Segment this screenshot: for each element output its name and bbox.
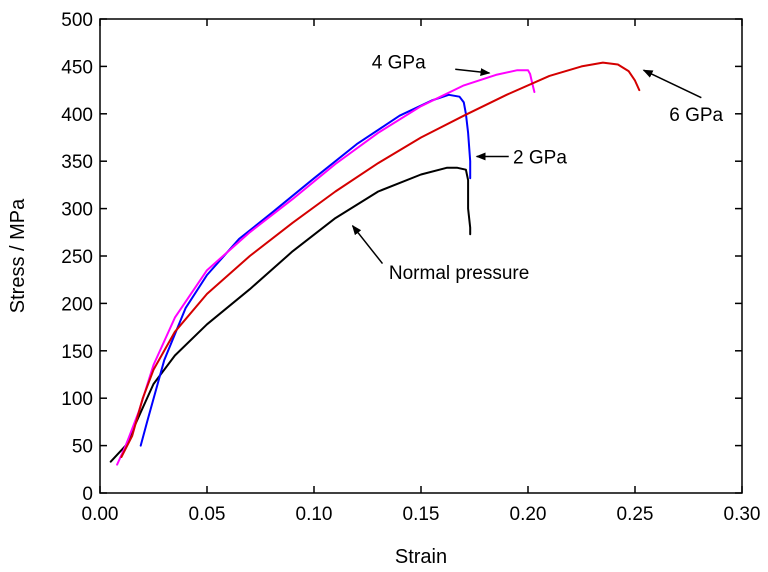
- y-tick-label: 250: [61, 247, 93, 268]
- y-tick-label: 0: [82, 484, 93, 505]
- annotation-label: Normal pressure: [389, 263, 529, 284]
- x-tick-label: 0.00: [82, 504, 119, 525]
- y-tick-label: 400: [61, 105, 93, 126]
- y-tick-label: 200: [61, 294, 93, 315]
- y-tick-label: 500: [61, 10, 93, 31]
- y-tick-label: 50: [72, 437, 93, 458]
- annotation-label: 6 GPa: [669, 105, 723, 126]
- x-tick-label: 0.05: [189, 504, 226, 525]
- x-tick-label: 0.10: [296, 504, 333, 525]
- x-tick-label: 0.30: [724, 504, 761, 525]
- y-tick-label: 300: [61, 200, 93, 221]
- series-line-3: [116, 69, 536, 466]
- y-tick-label: 450: [61, 57, 93, 78]
- series-layer: [109, 61, 641, 466]
- series-line-1: [109, 166, 472, 463]
- x-tick-label: 0.25: [617, 504, 654, 525]
- x-tick-label: 0.15: [403, 504, 440, 525]
- x-axis-title: Strain: [395, 546, 447, 568]
- y-tick-label: 150: [61, 342, 93, 363]
- annotation-arrow: [455, 68, 491, 77]
- series-line-2: [139, 93, 472, 447]
- annotation-label: 4 GPa: [372, 53, 426, 74]
- series-line-4: [120, 61, 641, 458]
- y-tick-label: 100: [61, 389, 93, 410]
- x-tick-label: 0.20: [510, 504, 547, 525]
- plot-frame: [99, 18, 743, 494]
- ticks-layer: 0.00 0.05 0.10 0.15 0.20 0.25 0.30 0 50 100 150 200…: [61, 10, 760, 525]
- y-tick-label: 350: [61, 152, 93, 173]
- annotation-arrow: [642, 69, 702, 99]
- annotation-layer: Normal pressure 2 GPa 4 GPa 6 GPa: [351, 53, 724, 284]
- annotation-arrow: [351, 224, 384, 265]
- annotation-label: 2 GPa: [513, 147, 567, 168]
- plot-area: 0.00 0.05 0.10 0.15 0.20 0.25 0.30 0 50 100 150 200…: [61, 10, 760, 525]
- y-axis-title: Stress / MPa: [7, 198, 29, 313]
